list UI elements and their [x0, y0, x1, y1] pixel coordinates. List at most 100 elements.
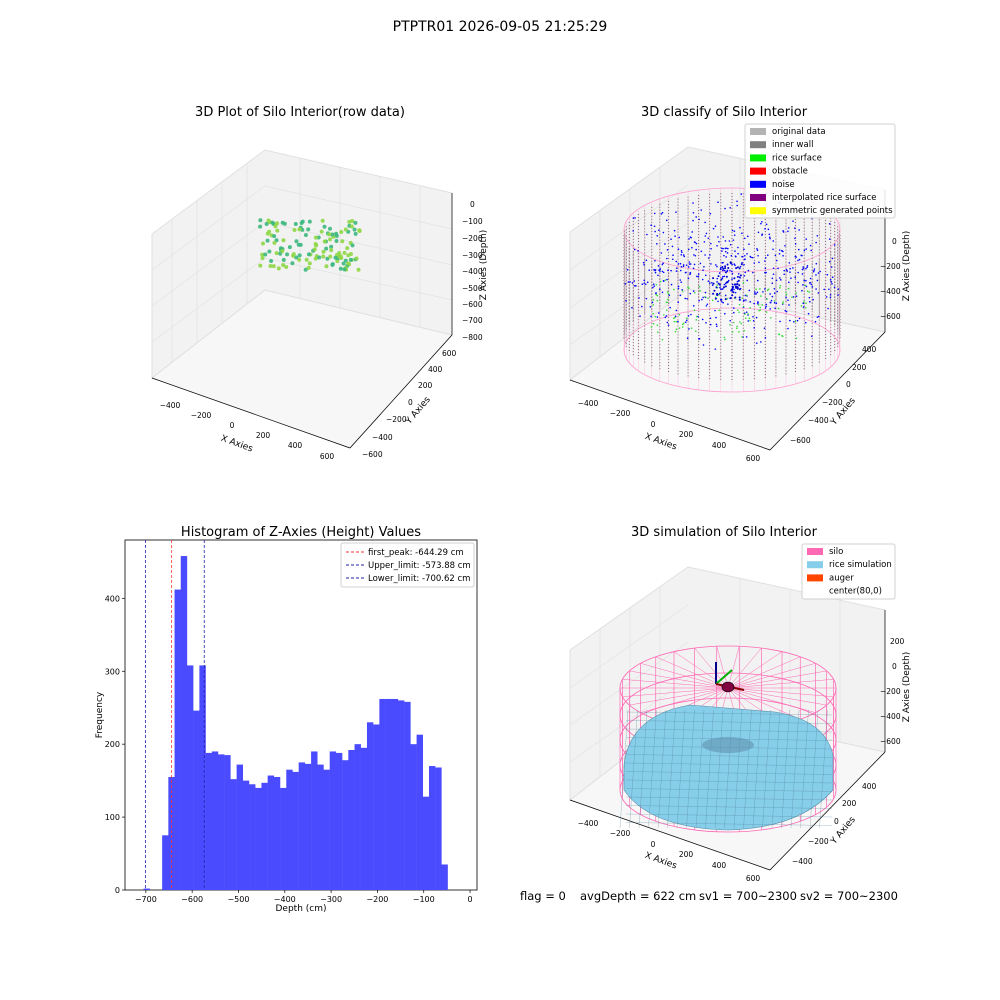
- simulation-y-tick: −400: [792, 857, 813, 866]
- histogram-bar: [342, 760, 349, 890]
- histogram-bar: [261, 782, 268, 890]
- classify-legend: original data inner wall rice surface obsta…: [744, 123, 896, 219]
- histogram-y-label: Frequency: [95, 691, 105, 738]
- histogram-bar: [273, 776, 281, 890]
- simulation-x-label: X Axies: [643, 851, 678, 872]
- panel-simulation-3d: 3D simulation of Silo Interior −400: [568, 525, 912, 883]
- classify-legend-entry: rice surface: [772, 153, 822, 163]
- classify-x-tick: 400: [712, 441, 727, 450]
- raw-z-tick: −500: [462, 284, 483, 293]
- footer-flag: flag = 0: [520, 889, 566, 903]
- histogram-bar: [174, 589, 181, 890]
- histogram-bars: [143, 556, 448, 890]
- histogram-bar: [286, 769, 293, 890]
- histogram-x-tick: −200: [366, 895, 388, 904]
- histogram-bar: [199, 665, 206, 890]
- classify-legend-entry: interpolated rice surface: [772, 193, 877, 203]
- histogram-bar: [391, 698, 399, 890]
- classify-y-tick: 200: [852, 363, 867, 372]
- histogram-bar: [366, 722, 374, 890]
- simulation-z-tick: 0: [892, 662, 897, 671]
- simulation-y-tick: 0: [834, 817, 839, 826]
- raw-y-tick: −600: [362, 450, 383, 459]
- raw-x-tick: −400: [160, 401, 181, 410]
- raw-point-cloud: [210, 178, 414, 397]
- classify-y-tick: −400: [808, 416, 829, 425]
- histogram-x-tick: −300: [320, 895, 342, 904]
- simulation-legend-entry: auger: [829, 573, 854, 583]
- raw-z-tick: −600: [462, 300, 483, 309]
- rice-simulation-surface: [619, 704, 834, 831]
- panel-raw-3d: 3D Plot of Silo Interior(row data) −400 …: [150, 105, 489, 461]
- classify-legend-swatch: [750, 167, 766, 175]
- histogram-bar: [422, 796, 430, 890]
- histogram-bar: [410, 744, 417, 890]
- histogram-y-tick: 200: [105, 740, 120, 749]
- raw-y-tick: 200: [418, 381, 433, 390]
- histogram-legend-entry: Upper_limit: -573.88 cm: [368, 561, 471, 571]
- histogram-bar: [323, 769, 330, 890]
- classify-z-tick: −200: [880, 262, 901, 271]
- classify-y-tick: 400: [862, 345, 877, 354]
- footer-sv2: sv2 = 700~2300: [800, 889, 898, 903]
- simulation-legend-swatch: [807, 548, 823, 555]
- simulation-x-tick: 400: [712, 861, 727, 870]
- histogram-bar: [354, 744, 361, 890]
- raw-z-tick: −300: [462, 251, 483, 260]
- classify-legend-entry: symmetric generated points: [772, 206, 893, 216]
- histogram-y-tick: 0: [115, 886, 120, 895]
- raw-z-tick: −800: [462, 333, 483, 342]
- panel-simulation-title: 3D simulation of Silo Interior: [631, 525, 818, 540]
- raw-z-ticks: 0 −100 −200 −300 −400 −500 −600 −700 −80…: [462, 200, 483, 342]
- raw-y-tick: −200: [386, 415, 407, 424]
- classify-z-tick: −400: [880, 287, 901, 296]
- histogram-bar: [379, 698, 386, 890]
- raw-x-tick: 200: [256, 431, 271, 440]
- simulation-z-tick: −200: [880, 687, 901, 696]
- histogram-bar: [435, 767, 442, 890]
- histogram-bar: [186, 665, 194, 890]
- histogram-bar: [416, 734, 424, 890]
- raw-y-tick: 600: [442, 349, 457, 358]
- histogram-bar: [267, 775, 275, 890]
- raw-z-tick: −200: [462, 234, 483, 243]
- auger-marker: [715, 662, 745, 693]
- classify-legend-swatch: [750, 194, 766, 201]
- histogram-y-ticks: 0 100 200 300 400: [105, 594, 125, 895]
- classify-legend-entry: noise: [772, 180, 795, 190]
- histogram-bar: [348, 750, 355, 890]
- histogram-y-tick: 300: [105, 667, 120, 676]
- footer-avg-depth: avgDepth = 622 cm: [580, 889, 696, 903]
- simulation-y-tick: 200: [842, 799, 857, 808]
- classify-x-tick: 600: [746, 454, 761, 463]
- classify-y-tick: 0: [846, 380, 851, 389]
- simulation-legend-entry: silo: [829, 547, 843, 557]
- simulation-x-tick: 0: [651, 840, 656, 849]
- simulation-legend-entry: rice simulation: [829, 560, 892, 570]
- histogram-bar: [236, 764, 244, 890]
- classify-x-tick: 0: [651, 420, 656, 429]
- classify-x-tick: −200: [610, 409, 631, 418]
- histogram-bar: [218, 754, 225, 890]
- histogram-bar: [304, 763, 312, 890]
- histogram-bar: [298, 762, 306, 890]
- raw-z-label: Z Axies (Depth): [479, 230, 489, 301]
- histogram-bar: [429, 766, 436, 890]
- histogram-bar: [360, 747, 368, 890]
- histogram-y-tick: 100: [105, 813, 120, 822]
- histogram-bar: [335, 752, 343, 890]
- raw-x-ticks: −400 −200 0 200 400 600: [160, 401, 335, 461]
- simulation-legend-swatch: [807, 561, 823, 569]
- histogram-bar: [242, 780, 250, 890]
- simulation-x-tick: −200: [610, 829, 631, 838]
- classify-z-ticks: 0 −200 −400 −600: [880, 237, 901, 321]
- histogram-x-tick: −100: [413, 895, 435, 904]
- histogram-bar: [143, 888, 150, 890]
- classify-z-tick: 0: [892, 237, 897, 246]
- histogram-bar: [292, 771, 299, 890]
- simulation-z-ticks: 200 0 −200 −400 −600: [880, 637, 905, 746]
- raw-y-tick: 400: [428, 365, 443, 374]
- simulation-y-tick: 400: [862, 782, 877, 791]
- classify-y-tick: −200: [822, 398, 843, 407]
- footer-status: flag = 0 avgDepth = 622 cm sv1 = 700~230…: [520, 889, 898, 903]
